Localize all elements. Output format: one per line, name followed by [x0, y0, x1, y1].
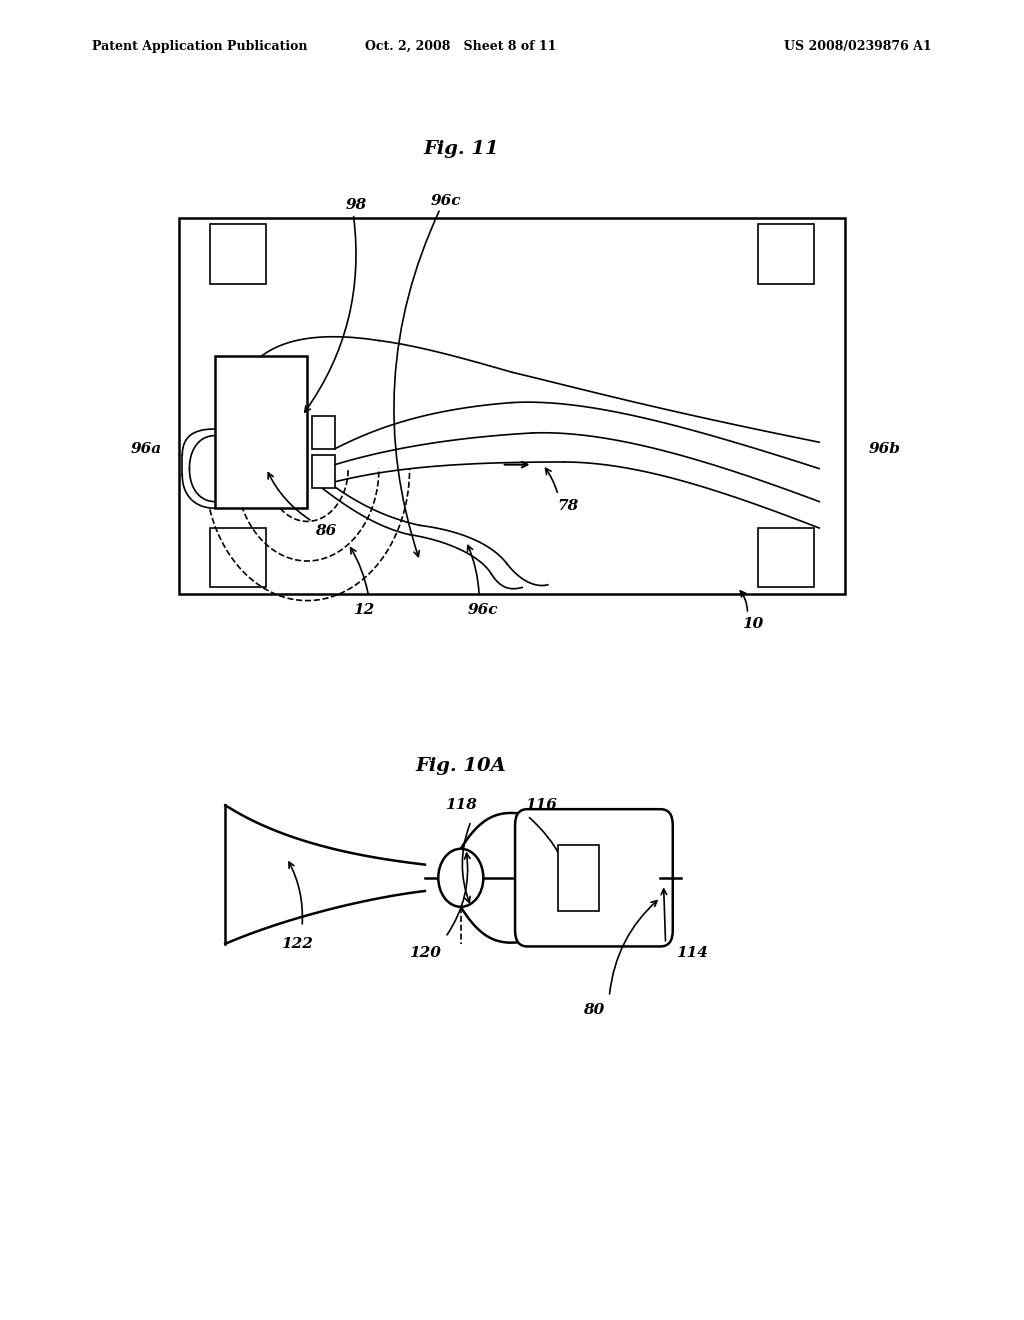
Bar [758, 528, 814, 587]
FancyBboxPatch shape [515, 809, 673, 946]
Text: 12: 12 [353, 603, 374, 616]
Circle shape [438, 849, 483, 907]
Bar [312, 416, 335, 449]
Text: US 2008/0239876 A1: US 2008/0239876 A1 [784, 40, 932, 53]
Bar [210, 528, 266, 587]
Bar [215, 356, 307, 508]
Text: 122: 122 [281, 937, 313, 950]
Text: 120: 120 [409, 946, 441, 960]
Text: 96c: 96c [430, 194, 461, 207]
Text: 96a: 96a [131, 442, 162, 455]
Text: 98: 98 [346, 198, 367, 211]
Text: 96b: 96b [868, 442, 900, 455]
Bar [210, 224, 266, 284]
Text: 10: 10 [742, 618, 763, 631]
Bar [179, 218, 845, 594]
Text: 118: 118 [444, 799, 477, 812]
Text: 114: 114 [676, 946, 708, 960]
Bar [312, 455, 335, 488]
Text: Oct. 2, 2008   Sheet 8 of 11: Oct. 2, 2008 Sheet 8 of 11 [366, 40, 556, 53]
Text: 80: 80 [584, 1003, 604, 1016]
Text: Patent Application Publication: Patent Application Publication [92, 40, 307, 53]
Text: 78: 78 [558, 499, 579, 512]
Text: Fig. 11: Fig. 11 [423, 140, 499, 158]
Bar [558, 845, 599, 911]
Text: 96c: 96c [468, 603, 499, 616]
Text: Fig. 10A: Fig. 10A [416, 756, 506, 775]
Bar [758, 224, 814, 284]
Text: 86: 86 [315, 524, 336, 537]
Text: 116: 116 [524, 799, 557, 812]
